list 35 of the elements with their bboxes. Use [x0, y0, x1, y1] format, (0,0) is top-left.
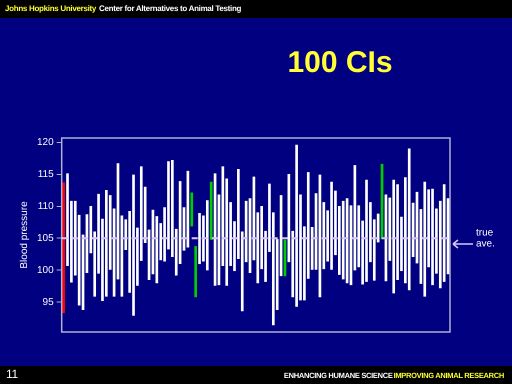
y-tick-label: 115 [38, 169, 54, 180]
y-tick-label: 110 [38, 201, 54, 212]
bar [365, 180, 368, 282]
chart-title: 100 CIs [286, 46, 394, 80]
bar [431, 188, 434, 286]
bar [198, 212, 201, 264]
bar [214, 173, 216, 286]
bar [190, 192, 194, 226]
y-axis-title: Blood pressure [18, 200, 30, 269]
bar [210, 182, 213, 240]
bar [408, 148, 411, 290]
y-tick-label: 95 [42, 296, 54, 308]
bar [295, 144, 298, 307]
bar [132, 174, 135, 316]
y-tick-label: 105 [36, 232, 54, 244]
bar [342, 200, 345, 280]
text: 11 [6, 367, 18, 381]
bar [346, 198, 348, 284]
bar [330, 182, 333, 270]
text: Johns Hopkins University [5, 4, 96, 13]
bar [62, 182, 65, 314]
bar [186, 170, 190, 248]
y-tick-label: 100 [36, 264, 54, 276]
text: Center for Alternatives to Animal Testing [99, 4, 242, 13]
ref-line-label: true ave. [476, 227, 495, 250]
bar [194, 246, 197, 298]
bar [423, 182, 426, 297]
y-tick-label: 120 [36, 137, 54, 148]
bar [380, 164, 384, 240]
bar [206, 200, 209, 270]
bar [318, 174, 322, 298]
bar [105, 190, 108, 297]
bar [284, 240, 286, 276]
bar [392, 180, 396, 294]
bar [384, 194, 388, 282]
